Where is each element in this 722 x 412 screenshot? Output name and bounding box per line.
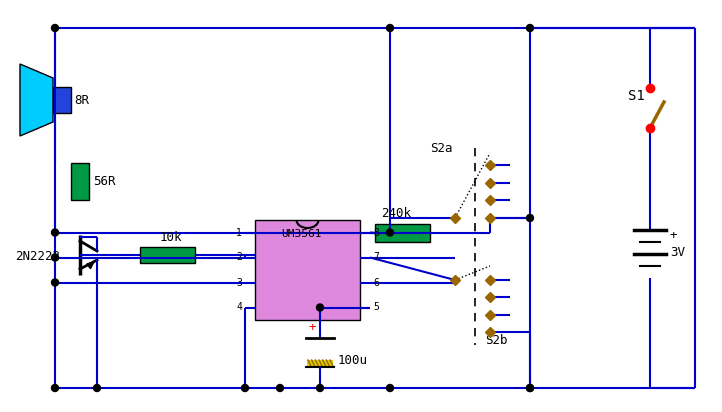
Circle shape (386, 24, 393, 31)
Circle shape (277, 384, 284, 391)
Text: S2b: S2b (485, 333, 508, 346)
Circle shape (51, 254, 58, 261)
Text: 2: 2 (236, 253, 242, 262)
Text: +: + (670, 229, 677, 241)
Text: 56R: 56R (93, 175, 116, 188)
Circle shape (94, 384, 100, 391)
Text: 6: 6 (373, 278, 379, 288)
Circle shape (51, 24, 58, 31)
Text: 240k: 240k (381, 206, 411, 220)
Bar (255, 220, 360, 320)
Circle shape (526, 24, 534, 31)
Text: 5: 5 (373, 302, 379, 312)
Circle shape (526, 215, 534, 222)
Text: +: + (308, 321, 316, 335)
Text: 3V: 3V (670, 246, 685, 258)
Text: UM3561: UM3561 (282, 229, 322, 239)
Text: 4: 4 (236, 302, 242, 312)
Text: 8R: 8R (74, 94, 89, 106)
Circle shape (51, 279, 58, 286)
Text: 1: 1 (236, 227, 242, 237)
Circle shape (386, 229, 393, 236)
Text: 8: 8 (373, 227, 379, 237)
Bar (307, 360, 333, 367)
Circle shape (526, 384, 534, 391)
Bar (140, 247, 195, 263)
Text: S2a: S2a (430, 141, 453, 154)
Circle shape (51, 229, 58, 236)
Bar (71, 163, 89, 200)
Bar (375, 224, 430, 242)
Polygon shape (20, 64, 53, 136)
Circle shape (316, 304, 323, 311)
Bar (53, 87, 71, 113)
Text: 2N2222: 2N2222 (15, 250, 60, 264)
Text: 100u: 100u (338, 353, 368, 367)
Circle shape (316, 384, 323, 391)
Circle shape (51, 384, 58, 391)
Circle shape (241, 384, 248, 391)
Text: S1: S1 (628, 89, 645, 103)
Circle shape (526, 384, 534, 391)
Text: 7: 7 (373, 253, 379, 262)
Circle shape (386, 384, 393, 391)
Text: 3: 3 (236, 278, 242, 288)
Text: 10k: 10k (160, 230, 182, 243)
